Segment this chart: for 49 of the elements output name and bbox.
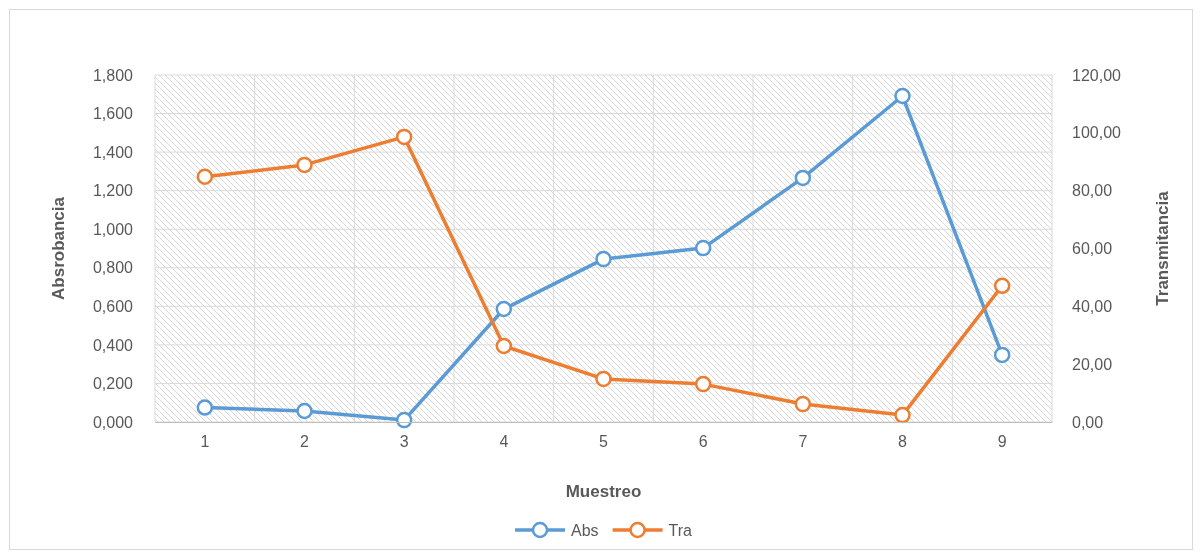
y-tick-label: 0,800 xyxy=(92,259,134,277)
x-tick-label: 9 xyxy=(997,433,1007,451)
point xyxy=(794,395,812,413)
y2-axis-title: Transmitancia xyxy=(1153,190,1172,306)
point xyxy=(395,128,413,146)
point xyxy=(794,169,812,187)
point xyxy=(595,370,612,388)
point xyxy=(196,399,214,416)
y2-tick-label: 40,00 xyxy=(1072,297,1113,315)
legend-label: Tra xyxy=(668,522,693,539)
y2-tick-label: 0,00 xyxy=(1072,413,1104,431)
point xyxy=(296,402,313,420)
x-axis-title: Muestreo xyxy=(565,482,642,501)
x-tick-label: 2 xyxy=(300,433,310,451)
y-tick-label: 1,400 xyxy=(92,143,134,161)
y-tick-label: 0,200 xyxy=(92,375,134,393)
y-tick-label: 1,600 xyxy=(92,105,134,123)
point xyxy=(993,277,1011,295)
point xyxy=(694,239,712,257)
y-tick-label: 0,400 xyxy=(92,336,134,354)
point xyxy=(993,346,1011,364)
x-tick-label: 6 xyxy=(698,433,708,451)
x-tick-label: 3 xyxy=(399,433,409,451)
point xyxy=(894,87,911,105)
y-tick-label: 1,000 xyxy=(92,220,134,238)
y2-tick-label: 120,00 xyxy=(1072,66,1122,84)
y2-tick-label: 20,00 xyxy=(1072,355,1113,373)
x-tick-label: 4 xyxy=(499,433,509,451)
point xyxy=(595,250,612,268)
y2-tick-label: 60,00 xyxy=(1072,240,1113,258)
point xyxy=(495,337,513,355)
point xyxy=(395,411,413,429)
point xyxy=(296,156,313,174)
y-tick-label: 1,200 xyxy=(92,182,134,200)
x-tick-label: 7 xyxy=(798,433,808,451)
y-tick-label: 0,000 xyxy=(92,413,134,431)
point xyxy=(196,168,214,186)
point xyxy=(694,375,712,393)
y2-tick-label: 100,00 xyxy=(1072,124,1122,142)
point xyxy=(495,300,513,318)
x-tick-label: 8 xyxy=(898,433,908,451)
y-tick-label: 0,600 xyxy=(92,297,134,315)
x-tick-label: 5 xyxy=(599,433,609,451)
legend-label: Abs xyxy=(571,522,599,539)
y2-tick-label: 80,00 xyxy=(1072,182,1113,200)
point xyxy=(894,406,911,424)
y-tick-label: 1,800 xyxy=(92,66,134,84)
y-axis-title: Absrobancia xyxy=(49,196,68,300)
x-tick-label: 1 xyxy=(200,433,210,451)
